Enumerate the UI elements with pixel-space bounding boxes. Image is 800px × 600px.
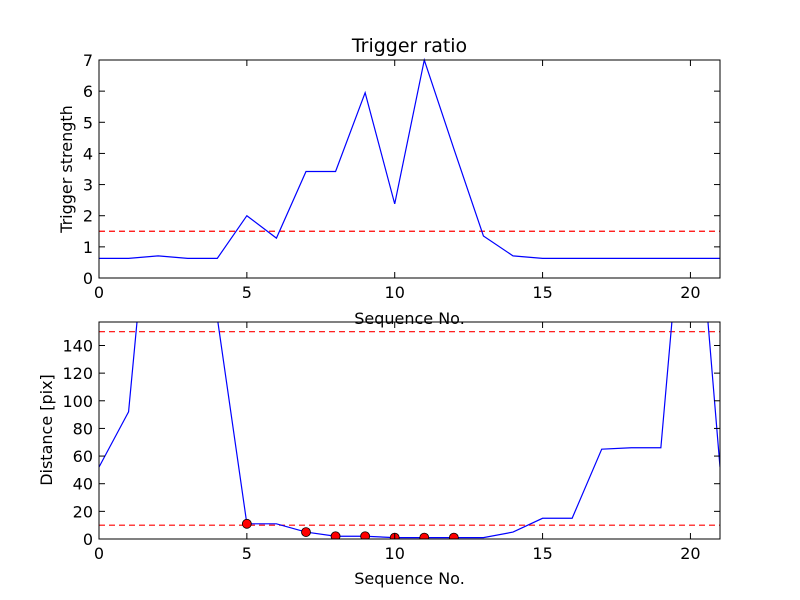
y-axis-label: Trigger strength (57, 105, 76, 234)
y-tick-label: 100 (62, 392, 93, 411)
x-tick-label: 20 (680, 283, 700, 302)
y-axis-ticks: 0 20 40 60 80 100 120 140 (62, 336, 720, 549)
x-tick-label: 5 (242, 283, 252, 302)
y-tick-label: 20 (73, 502, 93, 521)
data-point-marker (448, 532, 459, 539)
x-tick-label: 10 (385, 283, 405, 302)
trigger-ratio-chart: Trigger ratio 0 5 10 15 20 0 1 2 3 4 5 6 7 Sequence… (57, 35, 721, 328)
x-tick-label: 20 (680, 544, 700, 563)
y-tick-label: 80 (73, 419, 93, 438)
plot-frame (98, 321, 721, 540)
y-tick-label: 3 (83, 176, 93, 195)
y-tick-label: 0 (83, 269, 93, 288)
x-axis-label: Sequence No. (354, 309, 465, 328)
x-tick-label: 15 (532, 544, 552, 563)
data-point-marker (241, 518, 252, 529)
y-tick-label: 60 (73, 447, 93, 466)
series-lines (99, 57, 720, 259)
x-tick-label: 10 (385, 544, 405, 563)
y-tick-label: 6 (83, 82, 93, 101)
x-tick-label: 0 (94, 544, 104, 563)
series-line (99, 57, 720, 259)
y-tick-label: 120 (62, 364, 93, 383)
y-tick-label: 0 (83, 530, 93, 549)
data-point-marker (419, 532, 430, 539)
x-axis-ticks: 0 5 10 15 20 (94, 60, 701, 302)
y-tick-label: 5 (83, 113, 93, 132)
x-tick-label: 0 (94, 283, 104, 302)
x-axis-label: Sequence No. (354, 569, 465, 588)
y-tick-label: 2 (83, 207, 93, 226)
y-tick-label: 140 (62, 336, 93, 355)
data-point-marker (360, 531, 371, 539)
data-point-marker (330, 531, 341, 539)
x-tick-label: 5 (242, 544, 252, 563)
series-lines (99, 322, 720, 539)
y-axis-label: Distance [pix] (37, 374, 56, 486)
markers (241, 518, 459, 539)
x-axis-ticks: 0 5 10 15 20 (94, 322, 701, 563)
y-tick-label: 4 (83, 144, 93, 163)
threshold-lines (99, 331, 720, 526)
y-axis-ticks: 0 1 2 3 4 5 6 7 (83, 51, 720, 288)
y-tick-label: 1 (83, 238, 93, 257)
y-tick-label: 7 (83, 51, 93, 70)
plot-frame (98, 59, 721, 279)
distance-chart: 0 5 10 15 20 0 20 40 60 80 100 120 140 Sequence No.… (37, 321, 721, 588)
x-tick-label: 15 (532, 283, 552, 302)
y-tick-label: 40 (73, 475, 93, 494)
data-point-marker (301, 527, 311, 537)
chart-title: Trigger ratio (351, 35, 467, 57)
series-line (99, 322, 720, 539)
